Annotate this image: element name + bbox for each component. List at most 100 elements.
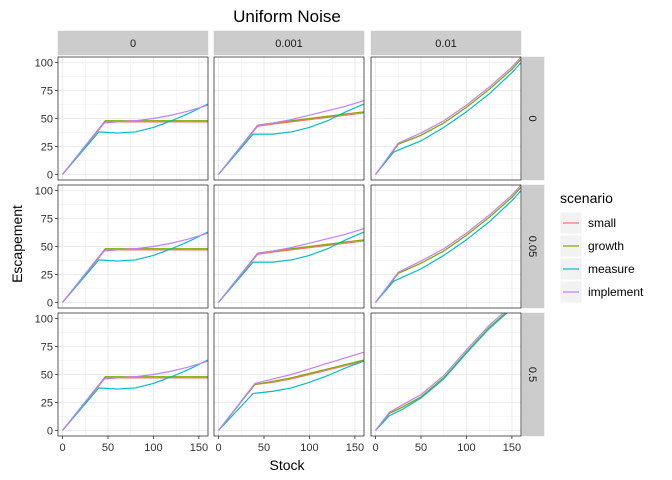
series-group	[218, 351, 364, 431]
panel-0-0.5: 0 25 50 75 100 0 50 100 150	[35, 312, 209, 454]
x-tick-label: 50	[102, 442, 114, 454]
series-group	[218, 100, 364, 175]
panel-0.01-0.05	[370, 184, 522, 309]
y-tick-label: 75	[41, 214, 53, 226]
facet-strip-row	[521, 312, 545, 437]
y-tick-label: 75	[41, 86, 53, 98]
legend-label-small: small	[588, 216, 616, 230]
panel-0.001-0.05	[213, 184, 365, 309]
x-tick-label: 150	[346, 442, 364, 454]
facet-strip-row-label: 0.05	[526, 236, 538, 257]
series-line-implement	[375, 313, 504, 431]
series-group	[375, 313, 508, 431]
legend-label-growth: growth	[588, 239, 624, 253]
series-line-measure	[375, 62, 521, 175]
facet-strip-row	[521, 184, 545, 309]
series-group	[62, 359, 208, 431]
panel-border	[370, 56, 522, 181]
panel-border	[213, 312, 365, 437]
series-line-implement	[62, 360, 208, 431]
series-line-measure	[62, 231, 208, 303]
y-tick-label: 100	[35, 314, 53, 326]
facet-strip-row	[521, 56, 545, 181]
series-line-growth	[375, 313, 507, 431]
series-line-growth	[62, 120, 208, 175]
panel-0-0: 0 25 50 75 100	[35, 56, 209, 181]
panel-0-0.05: 0 25 50 75 100	[35, 184, 209, 309]
facet-strip-col-label: 0	[130, 38, 136, 50]
x-tick-label: 150	[190, 442, 208, 454]
series-line-small	[62, 377, 208, 431]
series-line-small	[218, 240, 364, 303]
series-line-growth	[375, 186, 521, 303]
series-line-implement	[375, 57, 521, 175]
series-line-implement	[375, 185, 521, 303]
x-tick-label: 0	[215, 442, 221, 454]
legend-label-measure: measure	[588, 262, 635, 276]
facet-strip-row-label: 0	[526, 115, 538, 121]
series-line-growth	[62, 248, 208, 303]
series-line-implement	[62, 232, 208, 303]
y-tick-label: 75	[41, 342, 53, 354]
chart-title: Uniform Noise	[233, 7, 341, 26]
series-line-growth	[375, 58, 521, 175]
legend: scenario small growth measure implement	[559, 190, 644, 304]
series-line-measure	[375, 190, 521, 303]
x-axis-title: Stock	[269, 457, 305, 473]
series-group	[375, 57, 521, 175]
y-tick-label: 25	[41, 269, 53, 281]
panel-0.001-0.5: 0 50 100 150	[213, 312, 365, 454]
series-line-measure	[218, 103, 364, 175]
facet-strip-col	[57, 30, 209, 56]
panel-0.001-0	[213, 56, 365, 181]
series-line-small	[218, 112, 364, 175]
facet-strips: 0 0.001 0.01 0 0.05 0.5	[57, 30, 545, 437]
series-group	[218, 228, 364, 303]
series-group	[62, 103, 208, 175]
series-line-implement	[218, 228, 364, 303]
series-line-measure	[375, 313, 508, 431]
series-line-implement	[62, 104, 208, 175]
facet-strip-col	[370, 30, 522, 56]
series-line-growth	[218, 359, 364, 431]
series-line-implement	[218, 351, 364, 431]
facet-strip-row-label: 0.5	[526, 367, 538, 382]
y-tick-label: 100	[35, 186, 53, 198]
y-tick-label: 50	[41, 370, 53, 382]
series-group	[375, 185, 521, 303]
legend-title: scenario	[560, 190, 613, 206]
x-tick-label: 100	[300, 442, 318, 454]
facet-strip-col-label: 0.001	[275, 38, 303, 50]
facet-strip-col-label: 0.01	[435, 38, 456, 50]
x-tick-label: 50	[415, 442, 427, 454]
series-line-measure	[62, 103, 208, 175]
y-tick-label: 0	[47, 169, 53, 181]
y-tick-label: 100	[35, 58, 53, 70]
facet-strip-col	[213, 30, 365, 56]
y-tick-label: 50	[41, 114, 53, 126]
x-tick-label: 0	[59, 442, 65, 454]
series-line-measure	[218, 360, 364, 431]
panel-0.01-0	[370, 56, 522, 181]
y-axis-title: Escapement	[9, 205, 25, 283]
panel-0.01-0.5: 0 50 100 150	[370, 312, 522, 454]
x-tick-label: 0	[372, 442, 378, 454]
series-line-measure	[218, 231, 364, 303]
y-tick-label: 0	[47, 297, 53, 309]
x-tick-label: 100	[144, 442, 162, 454]
y-tick-label: 25	[41, 397, 53, 409]
series-line-measure	[62, 359, 208, 431]
series-line-small	[62, 121, 208, 175]
x-tick-label: 100	[457, 442, 475, 454]
series-group	[62, 231, 208, 303]
y-tick-label: 25	[41, 141, 53, 153]
series-line-growth	[62, 376, 208, 431]
panel-border	[213, 184, 365, 309]
panel-border	[370, 312, 522, 437]
x-tick-label: 50	[258, 442, 270, 454]
series-line-implement	[218, 100, 364, 175]
legend-label-implement: implement	[588, 285, 644, 299]
